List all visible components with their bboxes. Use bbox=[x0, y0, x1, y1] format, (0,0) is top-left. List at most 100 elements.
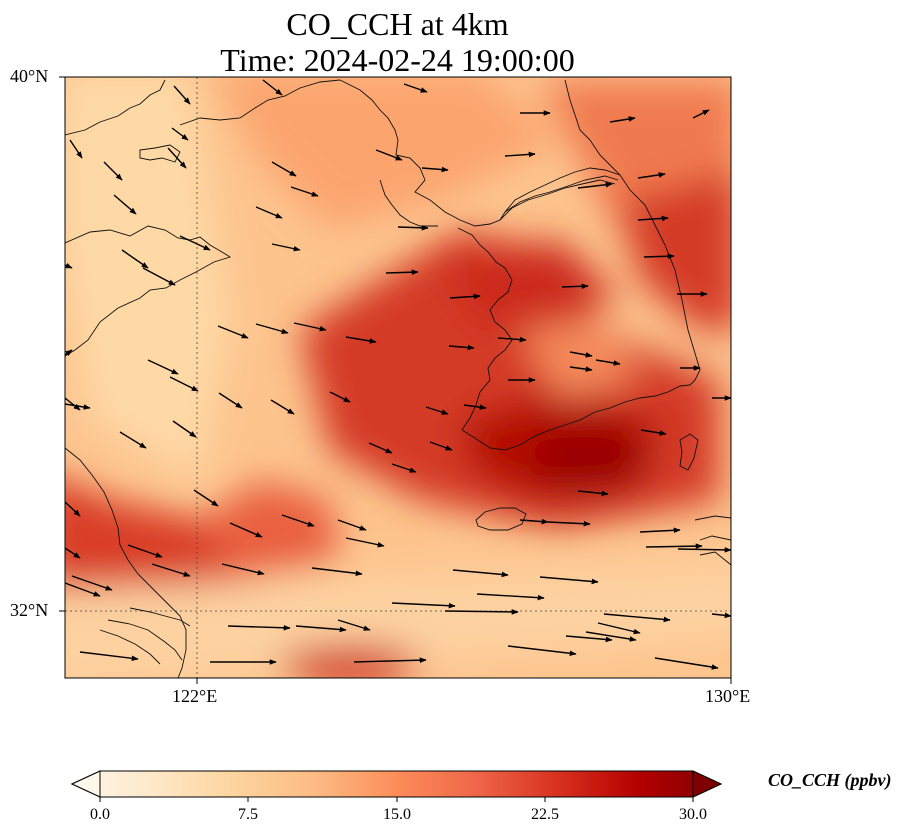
wind-arrow bbox=[637, 172, 666, 179]
wind-arrow bbox=[507, 645, 577, 657]
wind-arrow bbox=[167, 147, 187, 169]
wind-arrow bbox=[711, 612, 732, 619]
wind-arrow bbox=[217, 325, 249, 339]
wind-arrow bbox=[142, 267, 176, 286]
wind-arrow bbox=[171, 127, 189, 141]
colorbar-tick-label: 0.0 bbox=[90, 806, 110, 823]
wind-arrow bbox=[151, 563, 191, 577]
wind-arrow bbox=[397, 224, 429, 231]
wind-arrow bbox=[329, 391, 351, 403]
wind-arrow bbox=[290, 186, 319, 197]
wind-arrow bbox=[504, 151, 536, 158]
wind-arrow bbox=[221, 563, 265, 576]
colorbar-label: CO_CCH (ppbv) bbox=[768, 770, 892, 790]
wind-arrow bbox=[597, 622, 641, 635]
wind-vectors bbox=[64, 79, 732, 670]
wind-arrow bbox=[692, 109, 710, 119]
wind-arrow bbox=[345, 537, 385, 548]
wind-arrow bbox=[569, 351, 593, 358]
wind-arrow bbox=[577, 181, 613, 189]
wind-arrow bbox=[603, 613, 671, 623]
wind-arrow bbox=[262, 79, 283, 96]
wind-arrow bbox=[172, 420, 197, 438]
map-title-line-2: Time: 2024-02-24 19:00:00 bbox=[220, 42, 575, 78]
wind-arrow bbox=[585, 631, 637, 642]
wind-arrow bbox=[79, 651, 139, 662]
wind-arrow bbox=[271, 161, 297, 177]
wind-arrow bbox=[147, 359, 179, 375]
wind-arrow bbox=[353, 657, 427, 663]
wind-arrow bbox=[64, 397, 81, 411]
wind-arrow bbox=[421, 166, 449, 173]
axis-ticks bbox=[59, 76, 732, 684]
wind-arrow bbox=[368, 442, 393, 454]
wind-arrow bbox=[637, 215, 669, 222]
lon-tick-122: 122°E bbox=[172, 686, 218, 706]
wind-arrow bbox=[391, 463, 417, 473]
wind-arrow bbox=[452, 569, 509, 578]
coastlines bbox=[65, 79, 731, 678]
lon-tick-130: 130°E bbox=[705, 686, 751, 706]
wind-arrow bbox=[311, 567, 363, 577]
lat-tick-32: 32°N bbox=[10, 600, 49, 620]
wind-arrow bbox=[64, 262, 73, 269]
colorbar-upper-extend bbox=[692, 770, 723, 798]
colorbar-tick-label: 7.5 bbox=[238, 806, 258, 823]
wind-arrow bbox=[103, 161, 123, 181]
wind-arrow bbox=[654, 657, 719, 670]
colorbar-tick-label: 22.5 bbox=[531, 806, 559, 823]
wind-arrow bbox=[425, 406, 449, 415]
wind-arrow bbox=[519, 518, 549, 525]
wind-arrow bbox=[640, 429, 667, 436]
wind-arrow bbox=[385, 269, 419, 275]
map-frame bbox=[64, 76, 732, 679]
wind-arrow bbox=[639, 527, 681, 534]
colorbar-tick-label: 30.0 bbox=[679, 806, 707, 823]
wind-arrow bbox=[64, 349, 73, 356]
wind-arrow bbox=[281, 514, 315, 527]
wind-arrow bbox=[69, 139, 83, 159]
wind-arrow bbox=[345, 336, 377, 344]
wind-arrow bbox=[539, 576, 599, 585]
wind-arrow bbox=[403, 83, 428, 93]
wind-arrow bbox=[270, 399, 295, 415]
wind-arrow bbox=[429, 441, 453, 451]
wind-arrow bbox=[577, 490, 609, 497]
wind-arrow bbox=[565, 635, 613, 643]
wind-arrow bbox=[569, 366, 593, 372]
wind-arrow bbox=[218, 392, 243, 409]
wind-arrow bbox=[169, 376, 199, 392]
wind-arrow bbox=[561, 283, 589, 290]
wind-arrow bbox=[391, 602, 456, 609]
wind-arrow bbox=[255, 206, 283, 219]
colorbar-tick-label: 15.0 bbox=[383, 806, 411, 823]
wind-arrow bbox=[448, 344, 475, 351]
wind-arrow bbox=[444, 609, 519, 615]
wind-arrow bbox=[229, 522, 263, 538]
wind-arrow bbox=[449, 293, 481, 300]
wind-arrow bbox=[463, 404, 487, 410]
wind-arrow bbox=[64, 547, 81, 559]
wind-arrow bbox=[179, 235, 211, 251]
wind-arrow bbox=[595, 359, 621, 366]
colorbar bbox=[70, 770, 723, 802]
wind-arrow bbox=[121, 249, 149, 269]
wind-arrow bbox=[609, 116, 636, 123]
gridlines bbox=[65, 77, 731, 678]
wind-arrow bbox=[119, 431, 147, 449]
wind-arrow bbox=[337, 519, 367, 531]
wind-arrow bbox=[337, 619, 371, 631]
wind-arrow bbox=[64, 403, 91, 410]
wind-arrow bbox=[193, 489, 219, 507]
wind-arrow bbox=[227, 624, 291, 631]
wind-arrow bbox=[375, 149, 403, 161]
wind-arrow bbox=[476, 593, 545, 601]
colorbar-ticks bbox=[99, 797, 694, 802]
wind-arrow bbox=[547, 520, 591, 527]
wind-arrow bbox=[293, 322, 327, 332]
colorbar-lower-extend bbox=[70, 770, 101, 798]
wind-arrow bbox=[497, 336, 527, 343]
wind-arrow bbox=[64, 582, 101, 597]
wind-arrow bbox=[295, 625, 347, 633]
